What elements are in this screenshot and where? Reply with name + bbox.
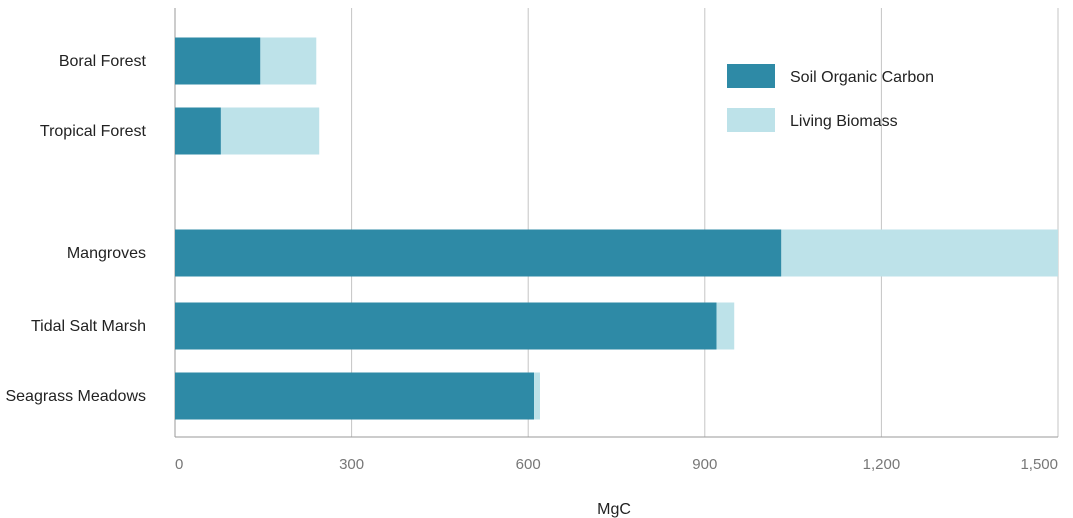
bar-biomass-1 [220, 107, 320, 155]
x-axis-title: MgC [597, 501, 631, 518]
category-label-2: Mangroves [67, 245, 146, 262]
category-label-1: Tropical Forest [40, 123, 147, 140]
bar-soil-4 [175, 372, 535, 420]
bar-layer [175, 37, 1058, 420]
bar-soil-2 [175, 229, 782, 277]
category-label-0: Boral Forest [59, 53, 147, 70]
bar-biomass-4 [534, 372, 540, 420]
x-tick-label-1500: 1,500 [1020, 456, 1058, 473]
category-label-layer: Boral Forest Tropical Forest Mangroves Tida… [5, 53, 146, 405]
category-label-3: Tidal Salt Marsh [31, 318, 146, 335]
bar-biomass-3 [716, 302, 735, 350]
grid-layer [174, 8, 1059, 438]
x-tick-label-900: 900 [692, 456, 717, 473]
bar-soil-3 [175, 302, 717, 350]
x-tick-label-0: 0 [175, 456, 183, 473]
bar-soil-0 [175, 37, 261, 85]
legend: Soil Organic Carbon Living Biomass [727, 64, 934, 132]
x-tick-label-300: 300 [339, 456, 364, 473]
bar-biomass-2 [781, 229, 1058, 277]
category-label-4: Seagrass Meadows [5, 388, 146, 405]
legend-swatch-0 [727, 64, 775, 88]
x-tick-label-600: 600 [516, 456, 541, 473]
bar-soil-1 [175, 107, 221, 155]
legend-swatch-1 [727, 108, 775, 132]
legend-label-1: Living Biomass [790, 113, 898, 130]
x-tick-label-layer: 0 300 600 900 1,200 1,500 [175, 456, 1058, 473]
x-tick-label-1200: 1,200 [863, 456, 901, 473]
bar-biomass-0 [260, 37, 317, 85]
legend-label-0: Soil Organic Carbon [790, 69, 934, 86]
